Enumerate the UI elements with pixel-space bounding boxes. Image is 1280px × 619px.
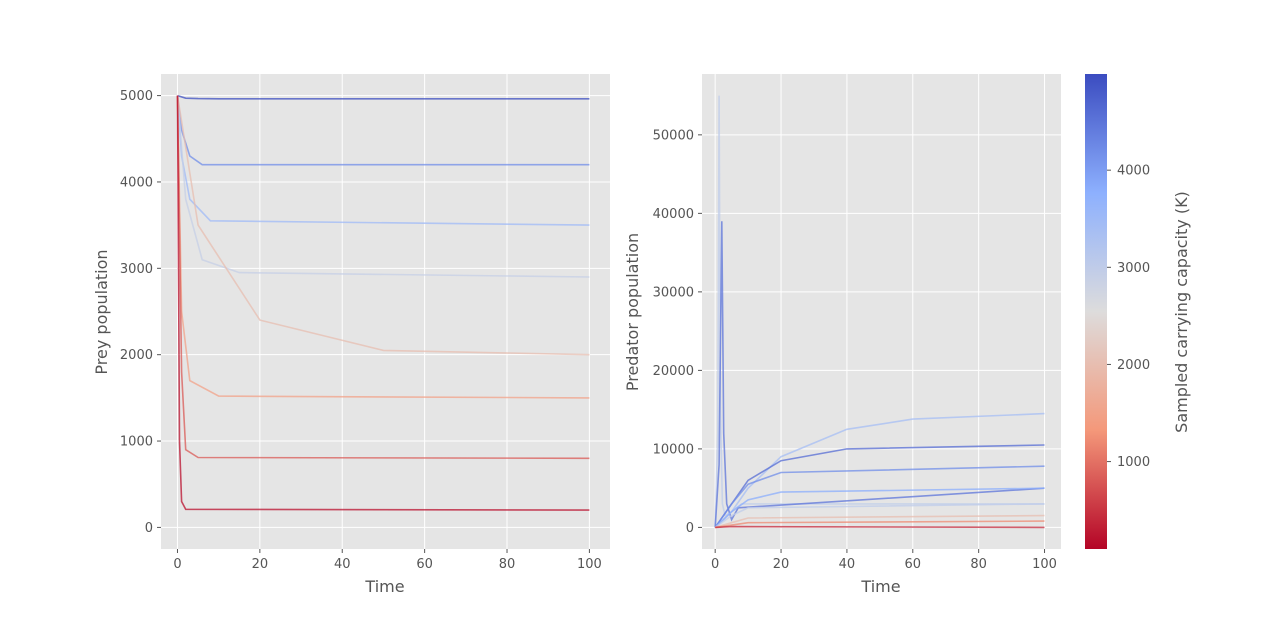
predator-series-line-4 <box>714 465 1045 528</box>
colorbar-tick-label: 4000 <box>1117 164 1150 179</box>
prey-grid <box>161 74 610 549</box>
prey-x-tick-label: 100 <box>577 557 602 572</box>
prey-x-tick-label: 40 <box>334 557 351 572</box>
predator-x-tick-label: 80 <box>970 557 987 572</box>
predator-x-ticks: 0 20 40 60 80 100 <box>711 549 1057 572</box>
prey-x-ticks: 0 20 40 60 80 100 <box>173 549 602 572</box>
prey-series-line-3 <box>176 95 590 278</box>
colorbar-gradient <box>1085 74 1107 549</box>
prey-y-tick-label: 1000 <box>120 435 153 450</box>
prey-series-line-1 <box>176 95 590 166</box>
prey-series-lines <box>176 94 590 511</box>
colorbar-ticks: 1000 2000 3000 4000 <box>1107 164 1150 470</box>
colorbar-label: Sampled carrying capacity (K) <box>1172 191 1191 433</box>
colorbar-tick-label: 2000 <box>1117 358 1150 373</box>
colorbar-tick-label: 3000 <box>1117 261 1150 276</box>
predator-series-line-7 <box>714 514 1045 529</box>
predator-y-tick-label: 0 <box>686 521 694 536</box>
prey-plot-background <box>161 74 610 549</box>
predator-y-tick-label: 50000 <box>653 128 694 143</box>
prey-x-tick-label: 60 <box>416 557 433 572</box>
prey-series-line-6 <box>176 95 590 460</box>
predator-series-line-9 <box>715 525 1045 529</box>
predator-x-tick-label: 20 <box>773 557 790 572</box>
predator-y-tick-label: 10000 <box>653 442 694 457</box>
predator-chart: 0 20 40 60 80 100 01000020000300004000050000 … <box>623 74 1061 596</box>
predator-series-line-5 <box>714 487 1045 528</box>
predator-series-line-1 <box>714 221 1045 528</box>
prey-y-tick-label: 4000 <box>120 175 153 190</box>
predator-y-ticks: 0 10000 20000 30000 40000 50000 <box>653 128 702 536</box>
prey-series-line-7 <box>176 95 590 511</box>
prey-y-axis-label: Prey population <box>92 249 111 374</box>
predator-x-tick-label: 0 <box>711 557 719 572</box>
predator-x-tick-label: 100 <box>1032 557 1057 572</box>
prey-x-axis-label: Time <box>364 577 404 596</box>
predator-y-tick-label: 20000 <box>653 364 694 379</box>
predator-x-axis-label: Time <box>860 577 900 596</box>
prey-series-line-4 <box>176 95 590 356</box>
colorbar-tick-label: 1000 <box>1117 455 1150 470</box>
predator-x-tick-label: 40 <box>839 557 856 572</box>
predator-y-axis-label: Predator population <box>623 233 642 391</box>
predator-plot-background <box>702 74 1061 549</box>
prey-y-tick-label: 2000 <box>120 348 153 363</box>
colorbar: 1000 2000 3000 4000 Sampled carrying capaci… <box>1085 74 1191 549</box>
predator-y-tick-label: 40000 <box>653 207 694 222</box>
prey-series-line-0 <box>177 94 590 100</box>
prey-x-tick-label: 80 <box>499 557 516 572</box>
prey-y-tick-label: 0 <box>145 521 153 536</box>
prey-y-tick-label: 3000 <box>120 262 153 277</box>
prey-x-tick-label: 0 <box>173 557 181 572</box>
prey-y-ticks: 0 1000 2000 3000 4000 5000 <box>120 89 161 536</box>
predator-x-tick-label: 60 <box>905 557 922 572</box>
predator-series-lines <box>714 95 1045 529</box>
predator-y-tick-label: 30000 <box>653 285 694 300</box>
prey-x-tick-label: 20 <box>252 557 269 572</box>
prey-y-tick-label: 5000 <box>120 89 153 104</box>
predator-series-line-6 <box>714 503 1045 529</box>
